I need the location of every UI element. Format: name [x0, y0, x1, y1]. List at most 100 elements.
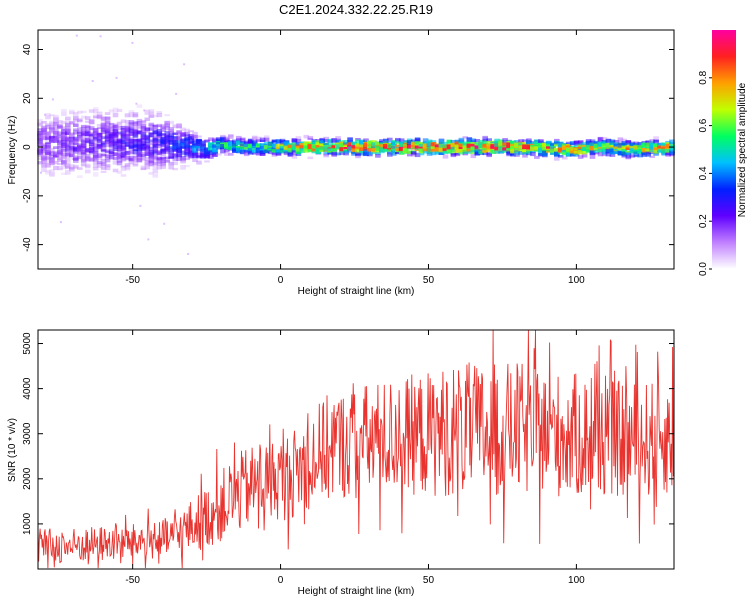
y-tick-label: 4000 [22, 377, 33, 400]
heatmap-cell [108, 126, 115, 129]
heatmap-cell [601, 141, 608, 144]
heatmap-cell [486, 138, 492, 142]
heatmap-cell [73, 155, 79, 161]
heatmap-cell [184, 165, 190, 168]
heatmap-cell [351, 141, 357, 145]
heatmap-cell [152, 164, 159, 170]
heatmap-cell [482, 135, 488, 138]
heatmap-cell [561, 143, 568, 148]
heatmap-cell [482, 143, 488, 148]
heatmap-cell [331, 143, 337, 146]
heatmap-cell [53, 137, 59, 143]
heatmap-cell [593, 149, 600, 153]
heatmap-cell [196, 155, 202, 158]
heatmap-cell [410, 151, 417, 155]
heatmap-cell [406, 151, 413, 157]
heatmap-cell [255, 136, 262, 141]
heatmap-cell [208, 154, 214, 159]
heatmap-cell [247, 148, 254, 152]
heatmap-cell [414, 145, 421, 149]
heatmap-cell [88, 145, 95, 148]
heatmap-cell [63, 164, 66, 167]
heatmap-cell [518, 149, 524, 152]
heatmap-cell [49, 135, 55, 140]
heatmap-cell [84, 153, 91, 159]
heatmap-cell [136, 118, 143, 123]
heatmap-cell [506, 142, 512, 147]
heatmap-cell [65, 143, 71, 147]
colorbar-tick-label: 0.8 [698, 70, 709, 84]
heatmap-cell [383, 139, 389, 143]
heatmap-cell [116, 149, 123, 152]
heatmap-cell [375, 145, 381, 148]
heatmap-cell [100, 154, 107, 157]
heatmap-cell [100, 170, 107, 173]
heatmap-cell [104, 112, 111, 115]
heatmap-cell [156, 152, 163, 155]
heatmap-cell [196, 152, 202, 158]
heatmap-cell [538, 143, 544, 146]
heatmap-cell [653, 147, 659, 151]
heatmap-cell [331, 138, 337, 143]
heatmap-cell [152, 169, 159, 173]
heatmap-cell [494, 150, 500, 154]
heatmap-cell [53, 116, 59, 120]
heatmap-cell [73, 164, 79, 168]
y-tick-label: 0 [22, 144, 33, 150]
heatmap-cell [391, 151, 397, 156]
heatmap-cell [331, 138, 337, 143]
heatmap-cell [80, 132, 87, 136]
heatmap-cell [212, 141, 218, 146]
heatmap-cell [108, 141, 115, 145]
heatmap-cell [69, 120, 75, 125]
heatmap-cell [255, 147, 262, 153]
heatmap-cell [69, 149, 75, 154]
heatmap-cell [188, 134, 194, 137]
heatmap-cell [196, 160, 202, 165]
heatmap-cell [514, 153, 520, 157]
heatmap-cell [148, 163, 155, 167]
heatmap-cell [255, 152, 262, 155]
heatmap-cell [37, 138, 43, 141]
heatmap-cell [291, 146, 298, 149]
heatmap-cell [41, 157, 47, 162]
heatmap-cell [57, 168, 63, 171]
heatmap-cell [140, 167, 147, 170]
heatmap-cell [422, 138, 429, 144]
heatmap-cell [212, 137, 218, 142]
heatmap-cell [73, 114, 79, 119]
heatmap-cell [406, 150, 413, 154]
heatmap-cell [398, 141, 405, 144]
heatmap-cell [283, 151, 290, 156]
heatmap-cell [61, 164, 67, 170]
heatmap-cell [144, 130, 151, 133]
heatmap-cell [112, 112, 119, 118]
heatmap-cell [565, 141, 572, 146]
heatmap-cell [53, 153, 59, 159]
heatmap-cell [259, 153, 266, 156]
heatmap-cell [160, 162, 166, 166]
heatmap-cell [124, 164, 131, 169]
heatmap-cell [498, 151, 504, 154]
heatmap-cell [216, 153, 222, 156]
heatmap-cell [510, 140, 516, 144]
heatmap-cell [69, 121, 75, 125]
heatmap-cell [55, 133, 58, 136]
heatmap-cell [406, 143, 413, 149]
heatmap-cell [283, 141, 290, 146]
heatmap-cell [100, 153, 107, 156]
heatmap-cell [156, 152, 163, 156]
heatmap-cell [418, 142, 425, 146]
heatmap-cell [363, 138, 369, 143]
heatmap-cell [65, 152, 71, 157]
heatmap-cell [112, 144, 119, 149]
heatmap-cell [120, 128, 127, 132]
colorbar-ticks: 0.0 0.2 0.4 0.6 0.8 [698, 70, 712, 276]
heatmap-cell [239, 150, 246, 155]
heatmap-cell [347, 142, 353, 147]
spectrogram-y-label: Frequency (Hz) [7, 116, 18, 185]
heatmap-cell [116, 125, 123, 128]
heatmap-cell [637, 142, 643, 147]
heatmap-cell [589, 146, 596, 151]
heatmap-cell [57, 157, 63, 160]
